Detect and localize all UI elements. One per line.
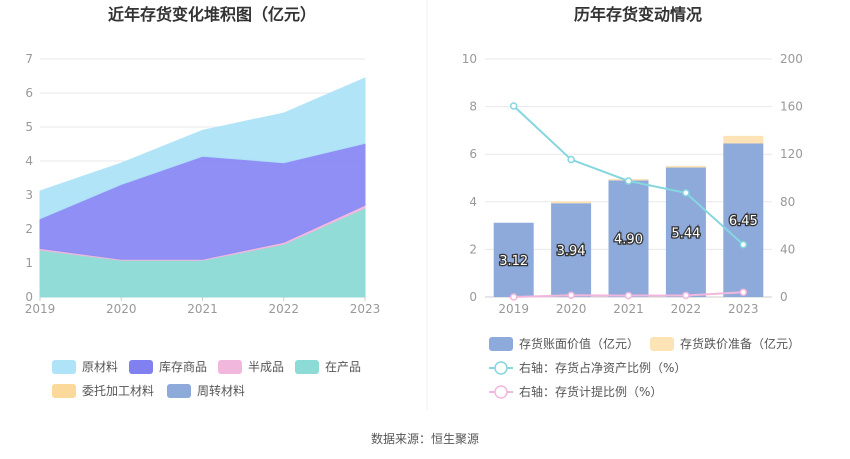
left-x-axis-ticks: 2019 2020 2021 2022 2023 [25,297,381,316]
right-y-tick-label: 4 [469,195,477,209]
left-y-tick-label: 1 [25,256,33,270]
right-line-1-point [739,288,748,296]
book-value-bar [493,222,534,297]
impairment-bar [723,135,764,144]
left-y-axis-ticks: 0 1 2 3 4 5 6 7 [25,52,33,304]
left-area-series [39,77,366,298]
right-y2-tick-label: 40 [780,242,795,256]
left-y-tick-label: 6 [25,86,33,100]
right-y2-tick-label: 0 [780,290,788,304]
left-legend-swatch-2 [218,360,242,374]
book-value-bar [608,180,649,297]
right-legend-label-impairment: 存货跌价准备（亿元） [680,336,800,351]
right-x-tick-label: 2022 [671,302,702,316]
right-y-tick-label: 2 [469,242,477,256]
left-x-tick-label: 2021 [187,302,218,316]
left-x-tick-label: 2019 [25,302,56,316]
left-y-tick-label: 2 [25,222,33,236]
right-x-axis-ticks: 2019 2020 2021 2022 2023 [498,302,758,316]
right-y2-tick-label: 200 [780,52,803,66]
right-legend-marker-1 [494,385,508,399]
right-bar-series: 3.12 3.94 4.90 5.44 6.45 [493,135,764,297]
left-y-tick-label: 0 [25,290,33,304]
right-legend-label-line-1: 右轴：存货计提比例（%） [519,384,662,399]
right-line-1-point [509,293,518,301]
right-legend-swatch-impairment [650,337,674,351]
book-value-data-label: 3.12 [499,254,528,269]
left-x-tick-label: 2023 [350,302,381,316]
left-legend-label-2: 半成品 [248,360,284,374]
left-legend-swatch-0 [52,360,76,374]
right-legend-label-line-0: 右轴：存货占净资产比例（%） [519,360,686,375]
right-line-0-point [739,240,748,249]
left-legend-swatch-1 [129,360,153,374]
right-legend-swatch-book-value [489,337,513,351]
right-line-0-point [682,189,690,197]
left-x-tick-label: 2020 [106,302,137,316]
impairment-bar [551,201,592,204]
left-legend-label-3: 在产品 [325,360,361,374]
right-y-tick-label: 6 [469,147,477,161]
right-line-0-point [509,102,518,110]
left-legend-swatch-5 [167,384,191,398]
right-x-tick-label: 2021 [613,302,644,316]
right-y-tick-label: 0 [469,290,477,304]
book-value-data-label: 6.45 [729,214,758,229]
right-x-tick-label: 2019 [498,302,529,316]
right-line-0-point [624,177,633,185]
right-y2-tick-label: 160 [780,100,803,114]
right-secondary-y-axis-ticks: 0 40 80 120 160 200 [780,52,803,304]
left-legend-label-5: 周转材料 [197,383,245,398]
left-x-tick-label: 2022 [268,302,299,316]
impairment-bar [665,165,706,168]
right-y2-tick-label: 80 [780,195,795,209]
right-x-tick-label: 2020 [556,302,587,316]
right-line-1-point [624,291,633,300]
book-value-bar [723,143,764,297]
data-source-note: 数据来源：恒生聚源 [370,432,479,446]
left-legend-swatch-4 [52,384,76,398]
left-legend-label-4: 委托加工材料 [82,384,154,398]
left-y-tick-label: 5 [25,120,33,134]
left-y-tick-label: 4 [25,154,33,168]
right-line-series [509,102,748,301]
right-y2-tick-label: 120 [780,147,803,161]
book-value-data-label: 4.90 [614,233,643,248]
left-legend-swatch-3 [295,360,319,374]
right-line-1-point [567,291,575,299]
left-y-tick-label: 3 [25,188,33,202]
left-area-3 [39,77,366,220]
right-y-tick-label: 10 [462,52,477,66]
right-x-tick-label: 2023 [728,302,759,316]
right-line-0-point [567,155,575,164]
left-y-tick-label: 7 [25,52,33,66]
right-y-axis-ticks: 0 2 4 6 8 10 [462,52,477,304]
book-value-bar [551,203,592,297]
left-legend-label-1: 库存商品 [159,359,207,374]
left-chart-title: 近年存货变化堆积图（亿元） [108,5,316,24]
right-chart-title: 历年存货变动情况 [574,5,702,24]
right-legend: 存货账面价值（亿元） 存货跌价准备（亿元） 右轴：存货占净资产比例（%） 右轴：存货计… [489,336,800,399]
book-value-data-label: 5.44 [671,226,700,241]
left-legend-label-0: 原材料 [82,360,118,374]
right-legend-label-book-value: 存货账面价值（亿元） [519,336,639,351]
right-line-1-point [682,291,690,300]
book-value-data-label: 3.94 [557,244,586,259]
right-legend-marker-0 [494,361,508,375]
right-y-tick-label: 8 [469,100,477,114]
inventory-change-bar-chart: 历年存货变动情况 3.12 3.94 4.90 5.44 6.45 0 2 4 6 8 10 0 4… [462,5,803,399]
